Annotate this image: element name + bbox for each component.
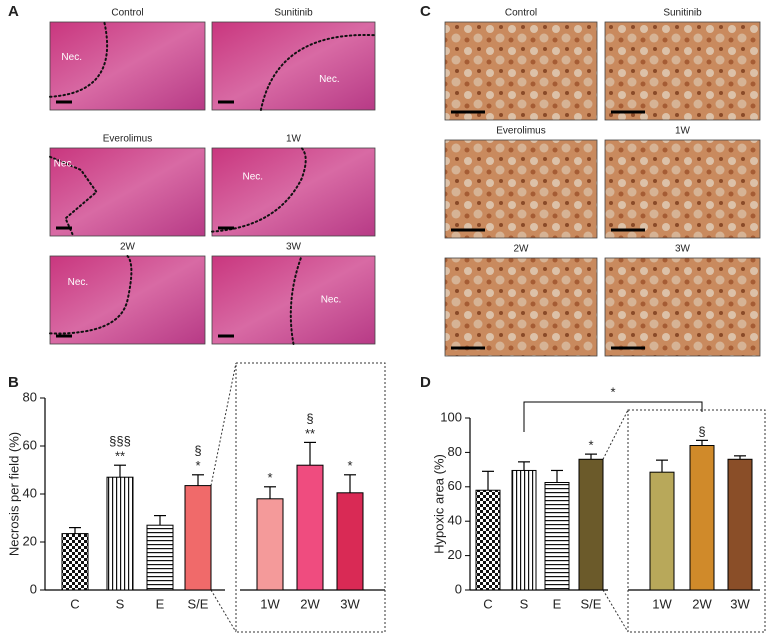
- bar: [146, 524, 174, 591]
- x-tick-label: 2W: [692, 596, 712, 611]
- micrograph: [604, 139, 761, 239]
- significance-mark: §§§: [109, 434, 131, 449]
- zoom-line: [210, 362, 237, 486]
- bar: [511, 469, 537, 591]
- micrograph: [211, 255, 376, 345]
- micrograph: [49, 147, 206, 237]
- x-tick-label: S/E: [188, 596, 209, 611]
- panel-letter: C: [420, 3, 431, 20]
- y-tick-label: 40: [23, 485, 37, 500]
- image-label: Everolimus: [496, 126, 545, 137]
- necrosis-label: Nec.: [321, 295, 342, 306]
- y-tick-label: 20: [448, 547, 462, 562]
- significance-mark: **: [115, 449, 125, 464]
- image-label: Control: [111, 8, 143, 19]
- x-tick-label: 2W: [300, 596, 320, 611]
- y-axis-title: Necrosis per field (%): [6, 432, 21, 556]
- significance-mark: *: [195, 458, 200, 473]
- x-tick-label: 3W: [730, 596, 750, 611]
- necrosis-border: [259, 34, 376, 111]
- bar: [475, 489, 501, 591]
- micrograph: [444, 21, 598, 121]
- necrosis-border: [211, 147, 307, 233]
- image-label: Sunitinib: [663, 8, 702, 19]
- zoom-line: [210, 589, 237, 633]
- micrograph: [604, 257, 761, 357]
- y-tick-label: 80: [23, 389, 37, 404]
- bar: [689, 445, 715, 591]
- bar: [649, 471, 675, 591]
- necrosis-border: [289, 255, 303, 345]
- x-tick-label: 3W: [340, 596, 360, 611]
- significance-mark: §: [698, 424, 705, 439]
- image-label: 1W: [286, 134, 302, 145]
- y-tick-label: 60: [23, 437, 37, 452]
- significance-mark: *: [588, 438, 593, 453]
- y-tick-label: 80: [448, 444, 462, 459]
- bar: [578, 458, 604, 591]
- y-axis-title: Hypoxic area (%): [431, 454, 446, 554]
- significance-mark: **: [305, 426, 315, 441]
- x-tick-label: E: [553, 596, 562, 611]
- y-tick-label: 0: [30, 581, 37, 596]
- zoom-line: [602, 589, 629, 633]
- bar: [727, 458, 753, 591]
- necrosis-border: [49, 155, 98, 237]
- necrosis-label: Nec.: [242, 172, 263, 183]
- x-tick-label: E: [156, 596, 165, 611]
- x-tick-label: S/E: [581, 596, 602, 611]
- necrosis-label: Nec.: [319, 74, 340, 85]
- micrograph: [444, 257, 598, 357]
- bar: [61, 533, 89, 591]
- significance-mark: *: [347, 458, 352, 473]
- micrograph: [211, 21, 376, 111]
- zoom-line: [602, 409, 629, 460]
- necrosis-border: [49, 255, 133, 335]
- x-tick-label: 1W: [652, 596, 672, 611]
- image-label: Sunitinib: [274, 8, 313, 19]
- image-label: 2W: [120, 242, 136, 253]
- panel-letter: D: [420, 374, 431, 391]
- image-label: 2W: [514, 244, 530, 255]
- image-label: 3W: [675, 244, 691, 255]
- x-tick-label: C: [483, 596, 492, 611]
- micrograph: [604, 21, 761, 121]
- panel-letter: B: [8, 374, 19, 391]
- y-tick-label: 0: [455, 581, 462, 596]
- necrosis-label: Nec.: [61, 52, 82, 63]
- x-tick-label: S: [520, 596, 529, 611]
- significance-bracket: [523, 401, 703, 432]
- panel-letter: A: [8, 3, 19, 20]
- bar: [106, 476, 134, 591]
- x-tick-label: S: [116, 596, 125, 611]
- significance-mark: §: [194, 443, 201, 458]
- bracket-label: *: [610, 384, 615, 399]
- bar: [184, 485, 212, 591]
- necrosis-border: [49, 21, 109, 98]
- zoom-box: [235, 362, 386, 633]
- y-tick-label: 100: [440, 409, 462, 424]
- necrosis-label: Nec.: [54, 158, 75, 169]
- bar: [296, 464, 324, 591]
- necrosis-label: Nec.: [68, 277, 89, 288]
- image-label: 3W: [286, 242, 302, 253]
- zoom-box: [627, 409, 766, 633]
- significance-mark: §: [306, 411, 313, 426]
- image-label: Control: [505, 8, 537, 19]
- micrograph: [49, 21, 206, 111]
- significance-mark: *: [267, 470, 272, 485]
- image-label: Everolimus: [103, 134, 152, 145]
- micrograph: [444, 139, 598, 239]
- bar: [544, 482, 570, 591]
- y-tick-label: 60: [448, 478, 462, 493]
- image-label: 1W: [675, 126, 691, 137]
- bar: [336, 492, 364, 591]
- y-tick-label: 20: [23, 533, 37, 548]
- bar: [256, 498, 284, 591]
- x-tick-label: 1W: [260, 596, 280, 611]
- x-tick-label: C: [70, 596, 79, 611]
- y-tick-label: 40: [448, 513, 462, 528]
